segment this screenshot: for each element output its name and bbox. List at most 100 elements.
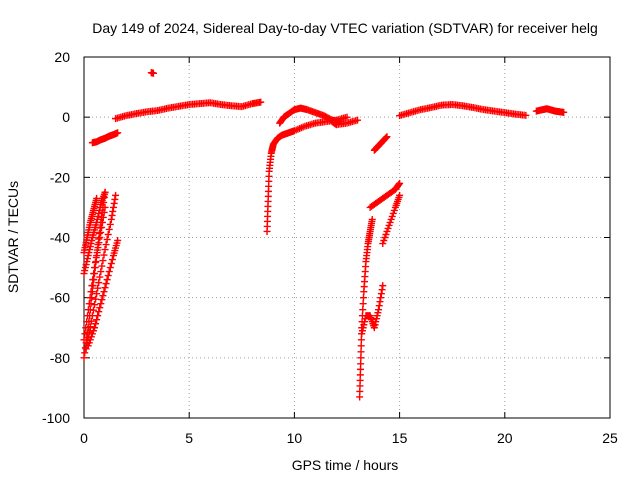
series-recovery-segment [88, 129, 122, 147]
data-point [99, 257, 107, 265]
data-point [114, 237, 122, 245]
y-tick-label: -100 [42, 410, 70, 426]
series-early-descent-4 [84, 237, 122, 350]
data-point [85, 300, 93, 308]
data-point [96, 273, 104, 281]
data-point [92, 254, 100, 262]
data-point [93, 194, 101, 202]
x-tick-label: 5 [185, 430, 193, 446]
y-tick-label: 20 [54, 49, 70, 65]
data-point [112, 191, 120, 199]
x-tick-label: 20 [497, 430, 513, 446]
data-point [105, 268, 113, 276]
data-point [81, 349, 89, 357]
data-point [82, 324, 90, 332]
data-point [522, 111, 530, 119]
data-point [359, 306, 367, 314]
data-point [104, 272, 112, 280]
data-point [102, 280, 110, 288]
data-point [91, 301, 99, 309]
data-point [357, 354, 365, 362]
data-point [103, 276, 111, 284]
series-late-drop [356, 215, 376, 401]
x-axis-label: GPS time / hours [292, 457, 399, 473]
data-point [89, 306, 97, 314]
data-point [111, 195, 119, 203]
data-point [377, 290, 385, 298]
data-point [93, 316, 101, 324]
data-point [357, 342, 365, 350]
data-point [86, 323, 94, 331]
data-point [354, 116, 362, 124]
data-point [375, 302, 383, 310]
data-point [376, 298, 384, 306]
data-point [95, 239, 103, 247]
data-point [86, 294, 94, 302]
data-point [97, 228, 105, 236]
data-point [101, 246, 109, 254]
x-tick-label: 15 [392, 430, 408, 446]
data-point [396, 191, 404, 199]
y-tick-label: -20 [50, 169, 70, 185]
data-point [91, 259, 99, 267]
data-point [110, 199, 118, 207]
series-plunge-segment [263, 113, 351, 235]
data-point [87, 288, 95, 296]
series-late-drop-2 [358, 282, 387, 338]
data-point [93, 290, 101, 298]
data-point [101, 188, 109, 196]
series-early-descent-3 [82, 191, 120, 353]
data-point [91, 264, 99, 272]
axis-ticks: -100 -80 -60 -40 -20 0 20 0 5 10 15 20 25 [42, 49, 618, 446]
series-evening-cluster [532, 105, 568, 116]
data-point [99, 292, 107, 300]
data-point [88, 282, 96, 290]
data-point [106, 220, 114, 228]
data-point [368, 215, 376, 223]
data-point [359, 300, 367, 308]
series-late-rise [366, 179, 404, 211]
data-point [94, 284, 102, 292]
data-point [100, 251, 108, 259]
y-tick-label: 0 [62, 109, 70, 125]
data-point [89, 276, 97, 284]
data-point [396, 179, 404, 187]
data-point [87, 317, 95, 325]
data-point [378, 286, 386, 294]
data-point [359, 294, 367, 302]
data-point [102, 241, 110, 249]
data-point [90, 270, 98, 278]
data-point [104, 230, 112, 238]
data-point [109, 203, 117, 211]
chart-title: Day 149 of 2024, Sidereal Day-to-day VTE… [92, 20, 598, 36]
data-point [100, 208, 108, 216]
data-point [92, 320, 100, 328]
y-tick-label: -80 [50, 350, 70, 366]
data-point [98, 262, 106, 270]
y-tick-label: -60 [50, 290, 70, 306]
data-point [93, 249, 101, 257]
data-point [379, 282, 387, 290]
data-point [80, 354, 88, 362]
series-rise-segment [112, 98, 265, 123]
data-point [91, 324, 99, 332]
data-point [97, 268, 105, 276]
data-point [95, 308, 103, 316]
data-point [81, 330, 89, 338]
series-misc-low [328, 116, 362, 129]
y-tick-label: -40 [50, 230, 70, 246]
x-tick-label: 0 [80, 430, 88, 446]
data-point [95, 279, 103, 287]
data-point [96, 304, 104, 312]
series-afternoon-cluster [396, 101, 530, 120]
series-early-descent-6 [80, 194, 101, 257]
data-point [357, 360, 365, 368]
data-point [377, 294, 385, 302]
data-point [107, 215, 115, 223]
data-point [343, 113, 351, 121]
data-point [108, 211, 116, 219]
series-isolated-segment [370, 133, 391, 154]
data-point [105, 225, 113, 233]
data-point [257, 98, 265, 106]
